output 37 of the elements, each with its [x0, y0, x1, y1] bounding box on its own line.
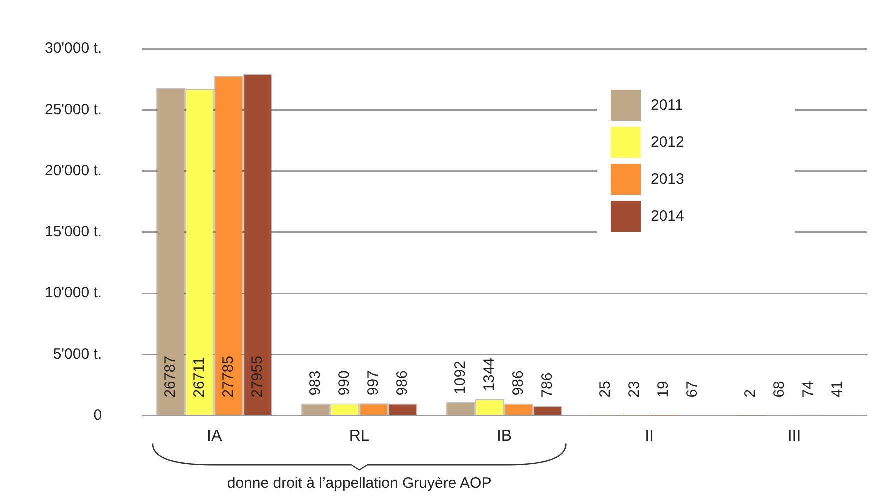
data-label: 19 [655, 381, 672, 398]
data-label: 27785 [220, 356, 238, 398]
data-label: 25 [597, 381, 614, 398]
data-label: 67 [684, 381, 702, 398]
data-label: 23 [626, 381, 644, 398]
x-tick-label: III [788, 428, 802, 445]
data-label: 27955 [249, 356, 266, 398]
data-label: 997 [365, 370, 382, 396]
y-tick-label: 10'000 t. [45, 284, 102, 302]
data-label: 1092 [452, 361, 470, 394]
data-label: 74 [800, 381, 818, 398]
data-label: 983 [307, 370, 324, 396]
y-tick-label: 0 [94, 406, 102, 424]
legend-label: 2013 [651, 171, 684, 188]
data-label: 986 [394, 370, 412, 396]
x-tick-label: IB [496, 428, 512, 445]
y-tick-label: 15'000 t. [45, 224, 102, 241]
legend-label: 2012 [651, 134, 684, 151]
data-label: 2 [742, 389, 760, 398]
legend-label: 2011 [651, 97, 684, 114]
legend-label: 2014 [651, 208, 684, 225]
data-label: 26787 [162, 356, 180, 398]
data-label: 786 [539, 372, 556, 398]
data-label: 41 [829, 381, 846, 398]
x-tick-label: RL [349, 428, 370, 445]
y-tick-label: 5'000 t. [53, 346, 102, 363]
data-label: 26711 [191, 357, 208, 398]
data-label: 68 [771, 381, 788, 398]
text: donne droit à l’appellation Gruyère AOP [227, 474, 492, 492]
data-label: 990 [336, 370, 354, 396]
data-label: 1344 [481, 358, 498, 392]
data-label: 986 [510, 370, 528, 396]
x-tick-label: IA [207, 428, 222, 445]
y-tick-label: 30'000 t. [45, 40, 102, 58]
x-tick-label: II [645, 428, 654, 445]
y-tick-label: 25'000 t. [45, 101, 102, 118]
y-tick-label: 20'000 t. [45, 162, 102, 180]
